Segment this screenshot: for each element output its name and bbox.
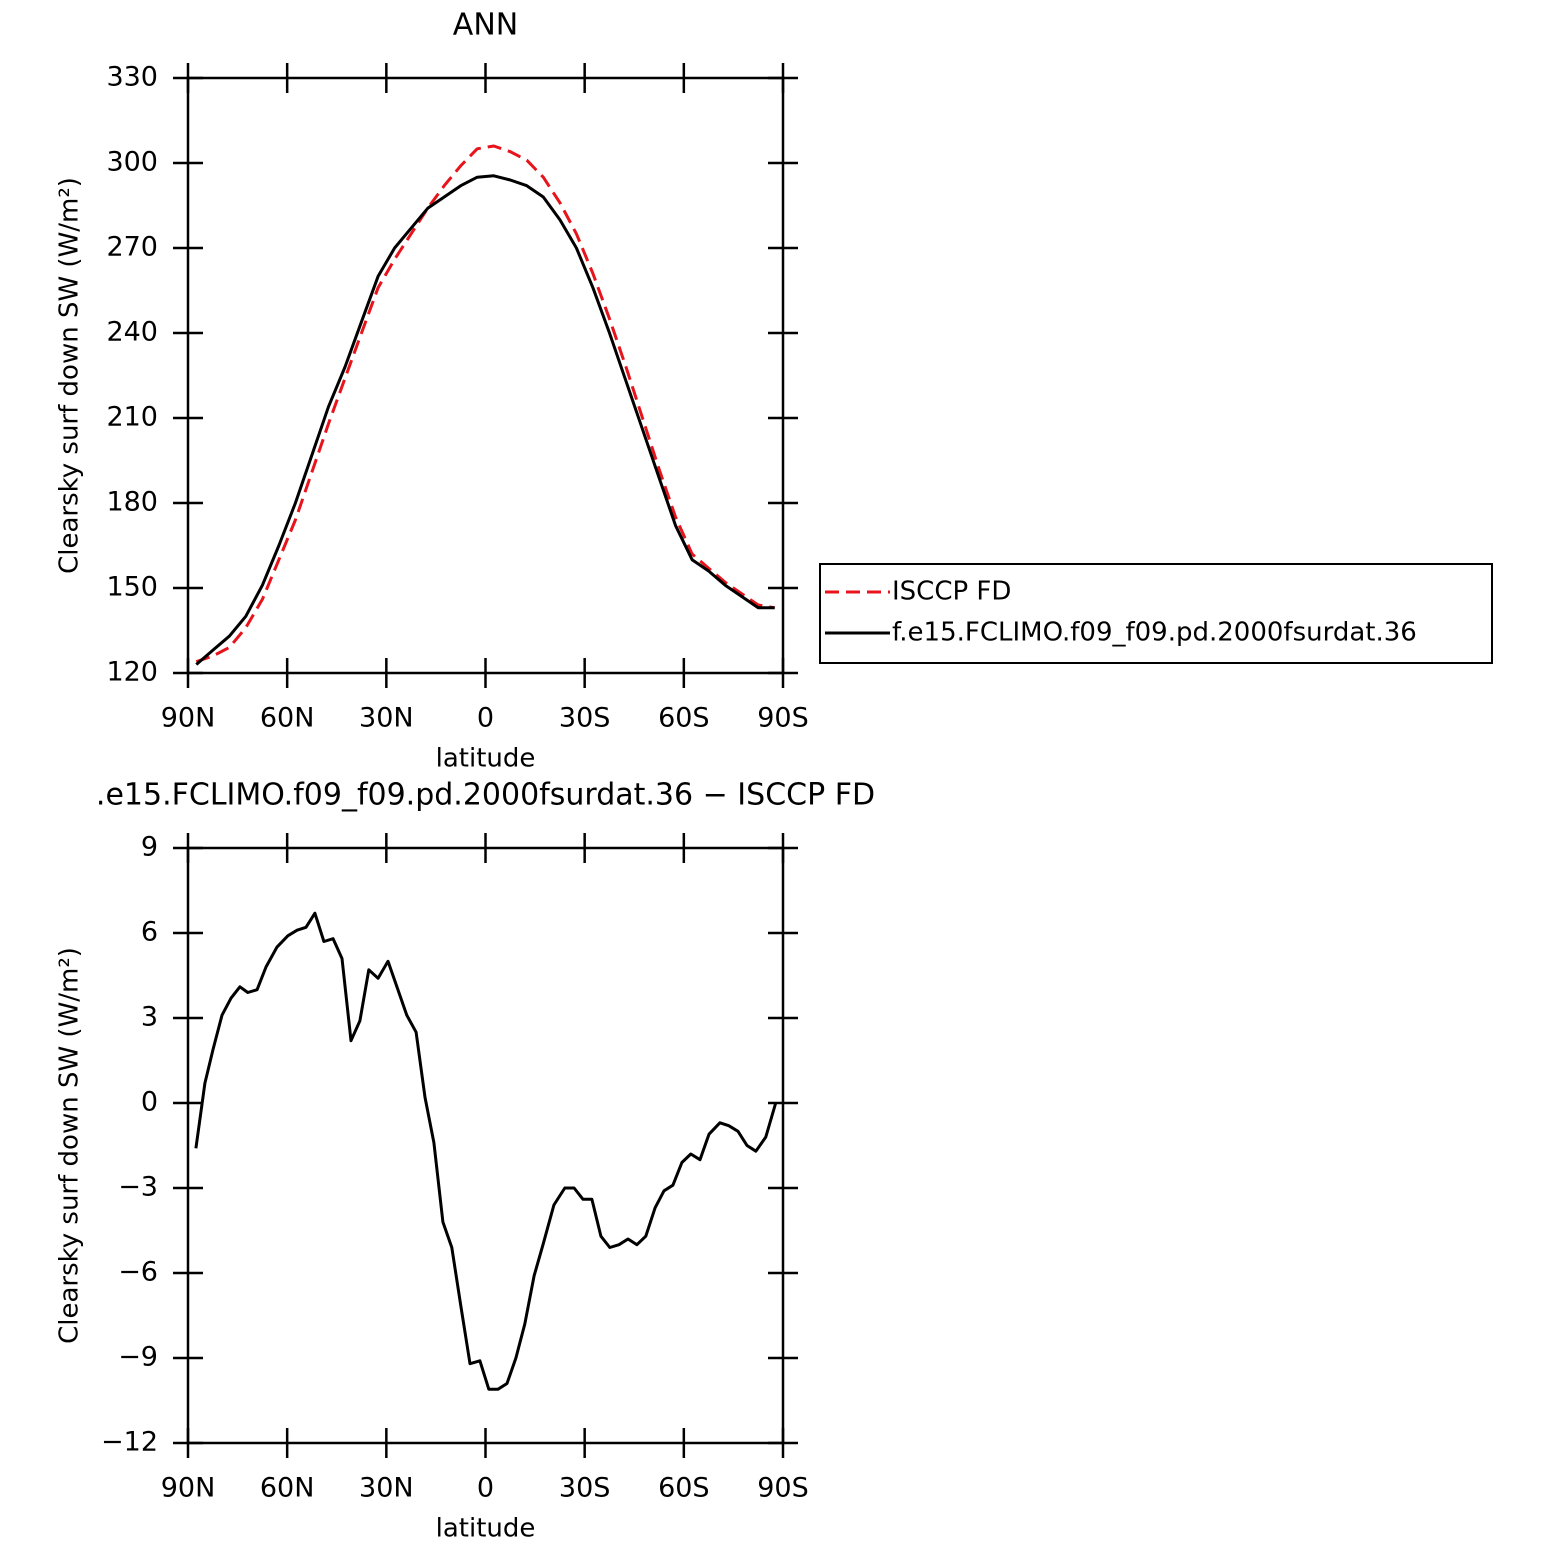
y-tick-label: 3 [141,1002,158,1033]
legend-label: f.e15.FCLIMO.f09_f09.pd.2000fsurdat.36 [892,618,1417,648]
y-tick-label: −12 [101,1427,158,1458]
y-tick-label: 240 [106,317,158,348]
x-tick-label: 30S [559,703,611,734]
x-axis-label: latitude [436,744,536,774]
y-tick-label: −6 [118,1257,158,1288]
chart-title: .e15.FCLIMO.f09_f09.pd.2000fsurdat.36 − … [96,778,875,813]
x-tick-label: 30N [359,1473,414,1504]
plot-frame [186,76,785,675]
y-tick-label: 120 [106,657,158,688]
legend-frame [819,563,1493,664]
y-tick-label: 0 [141,1087,158,1118]
x-tick-label: 90N [161,703,216,734]
x-tick-label: 60N [260,1473,315,1504]
x-tick-label: 30S [559,1473,611,1504]
data-line [195,144,775,664]
y-tick-label: 180 [106,487,158,518]
y-tick-label: 9 [141,832,158,863]
x-tick-label: 0 [477,703,494,734]
x-tick-label: 30N [359,703,414,734]
x-tick-label: 0 [477,1473,494,1504]
y-tick-label: 150 [106,572,158,603]
y-tick-label: −3 [118,1172,158,1203]
x-axis-label: latitude [436,1514,536,1544]
plot-frame [186,846,785,1445]
x-tick-label: 60S [658,703,710,734]
data-line [195,174,775,666]
y-axis-label: Clearsky surf down SW (W/m²) [55,947,85,1344]
x-tick-label: 60N [260,703,315,734]
legend-label: ISCCP FD [892,577,1011,607]
y-tick-label: 270 [106,232,158,263]
x-tick-label: 90S [757,703,809,734]
y-tick-label: 330 [106,62,158,93]
y-tick-label: 210 [106,402,158,433]
y-tick-label: 300 [106,147,158,178]
y-axis-label: Clearsky surf down SW (W/m²) [55,177,85,574]
x-tick-label: 60S [658,1473,710,1504]
x-tick-label: 90N [161,1473,216,1504]
data-line [194,911,778,1391]
x-tick-label: 90S [757,1473,809,1504]
y-tick-label: −9 [118,1342,158,1373]
y-tick-label: 6 [141,917,158,948]
chart-title: ANN [453,8,518,43]
